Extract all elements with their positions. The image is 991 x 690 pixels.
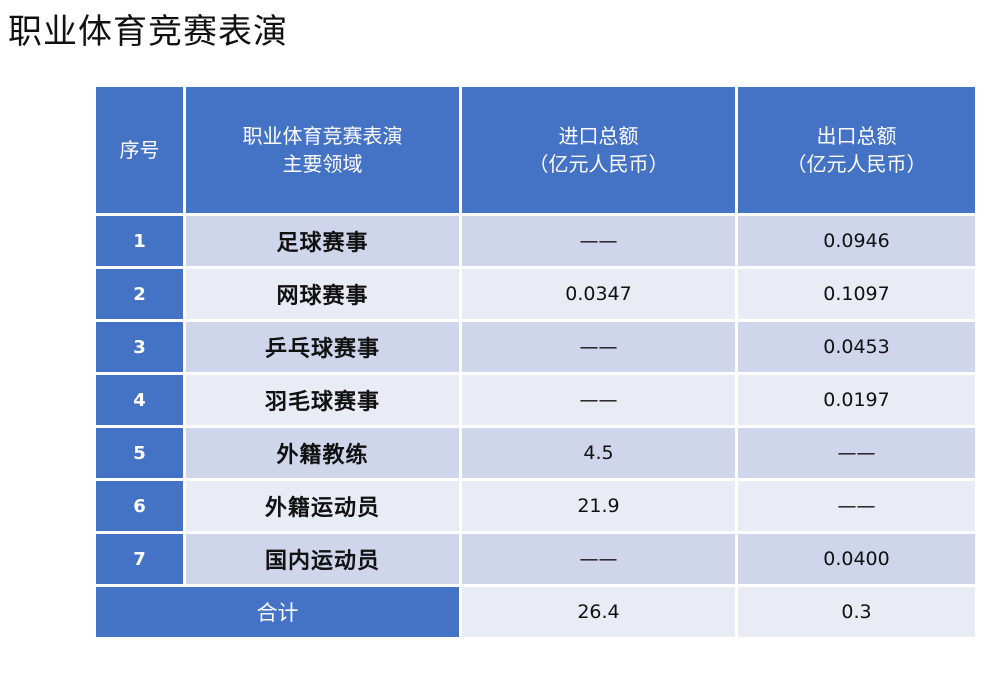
row-seq: 5 [93,425,186,481]
row-import: 0.0347 [459,266,738,322]
row-import: —— [459,531,738,587]
row-seq: 3 [93,319,186,375]
row-export: 0.0946 [735,213,978,269]
row-seq: 7 [93,531,186,587]
row-seq: 6 [93,478,186,534]
header-import: 进口总额 （亿元人民币） [459,84,738,216]
table-row: 5 外籍教练 4.5 —— [93,425,978,481]
data-table: 序号 职业体育竞赛表演 主要领域 进口总额 （亿元人民币） 出口总额 （亿元人民… [93,84,978,640]
row-export: —— [735,478,978,534]
total-export: 0.3 [735,584,978,640]
row-domain: 外籍教练 [183,425,462,481]
row-import: 21.9 [459,478,738,534]
header-export: 出口总额 （亿元人民币） [735,84,978,216]
table-row: 2 网球赛事 0.0347 0.1097 [93,266,978,322]
row-domain: 网球赛事 [183,266,462,322]
row-seq: 1 [93,213,186,269]
row-domain: 足球赛事 [183,213,462,269]
row-export: 0.0197 [735,372,978,428]
row-export: 0.0453 [735,319,978,375]
row-domain: 羽毛球赛事 [183,372,462,428]
row-export: 0.1097 [735,266,978,322]
header-export-line2: （亿元人民币） [786,152,927,176]
row-import: —— [459,319,738,375]
header-import-line2: （亿元人民币） [528,152,669,176]
row-domain: 外籍运动员 [183,478,462,534]
row-import: 4.5 [459,425,738,481]
total-label: 合计 [93,584,462,640]
header-domain-line2: 主要领域 [282,152,363,176]
row-export: —— [735,425,978,481]
table-row: 3 乒乓球赛事 —— 0.0453 [93,319,978,375]
header-import-line1: 进口总额 [558,124,639,148]
total-import: 26.4 [459,584,738,640]
row-export: 0.0400 [735,531,978,587]
row-seq: 4 [93,372,186,428]
row-import: —— [459,372,738,428]
page-title: 职业体育竞赛表演 [8,12,288,52]
table-row: 6 外籍运动员 21.9 —— [93,478,978,534]
header-domain: 职业体育竞赛表演 主要领域 [183,84,462,216]
table-row: 7 国内运动员 —— 0.0400 [93,531,978,587]
row-domain: 国内运动员 [183,531,462,587]
row-seq: 2 [93,266,186,322]
row-import: —— [459,213,738,269]
header-seq: 序号 [93,84,186,216]
table-header-row: 序号 职业体育竞赛表演 主要领域 进口总额 （亿元人民币） 出口总额 （亿元人民… [93,84,978,216]
table-row: 4 羽毛球赛事 —— 0.0197 [93,372,978,428]
row-domain: 乒乓球赛事 [183,319,462,375]
header-export-line1: 出口总额 [816,124,897,148]
header-domain-line1: 职业体育竞赛表演 [242,124,403,148]
header-seq-label: 序号 [119,138,160,162]
table-row: 1 足球赛事 —— 0.0946 [93,213,978,269]
total-row: 合计 26.4 0.3 [93,584,978,640]
